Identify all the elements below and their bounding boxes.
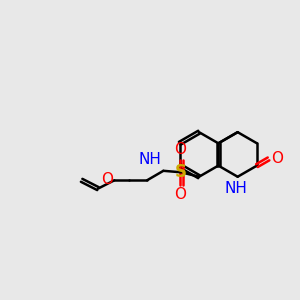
Text: NH: NH — [225, 181, 247, 196]
Text: O: O — [174, 142, 186, 158]
Text: S: S — [175, 163, 187, 181]
Text: NH: NH — [138, 152, 161, 167]
Text: O: O — [271, 152, 283, 166]
Text: O: O — [174, 187, 186, 202]
Text: O: O — [101, 172, 113, 187]
